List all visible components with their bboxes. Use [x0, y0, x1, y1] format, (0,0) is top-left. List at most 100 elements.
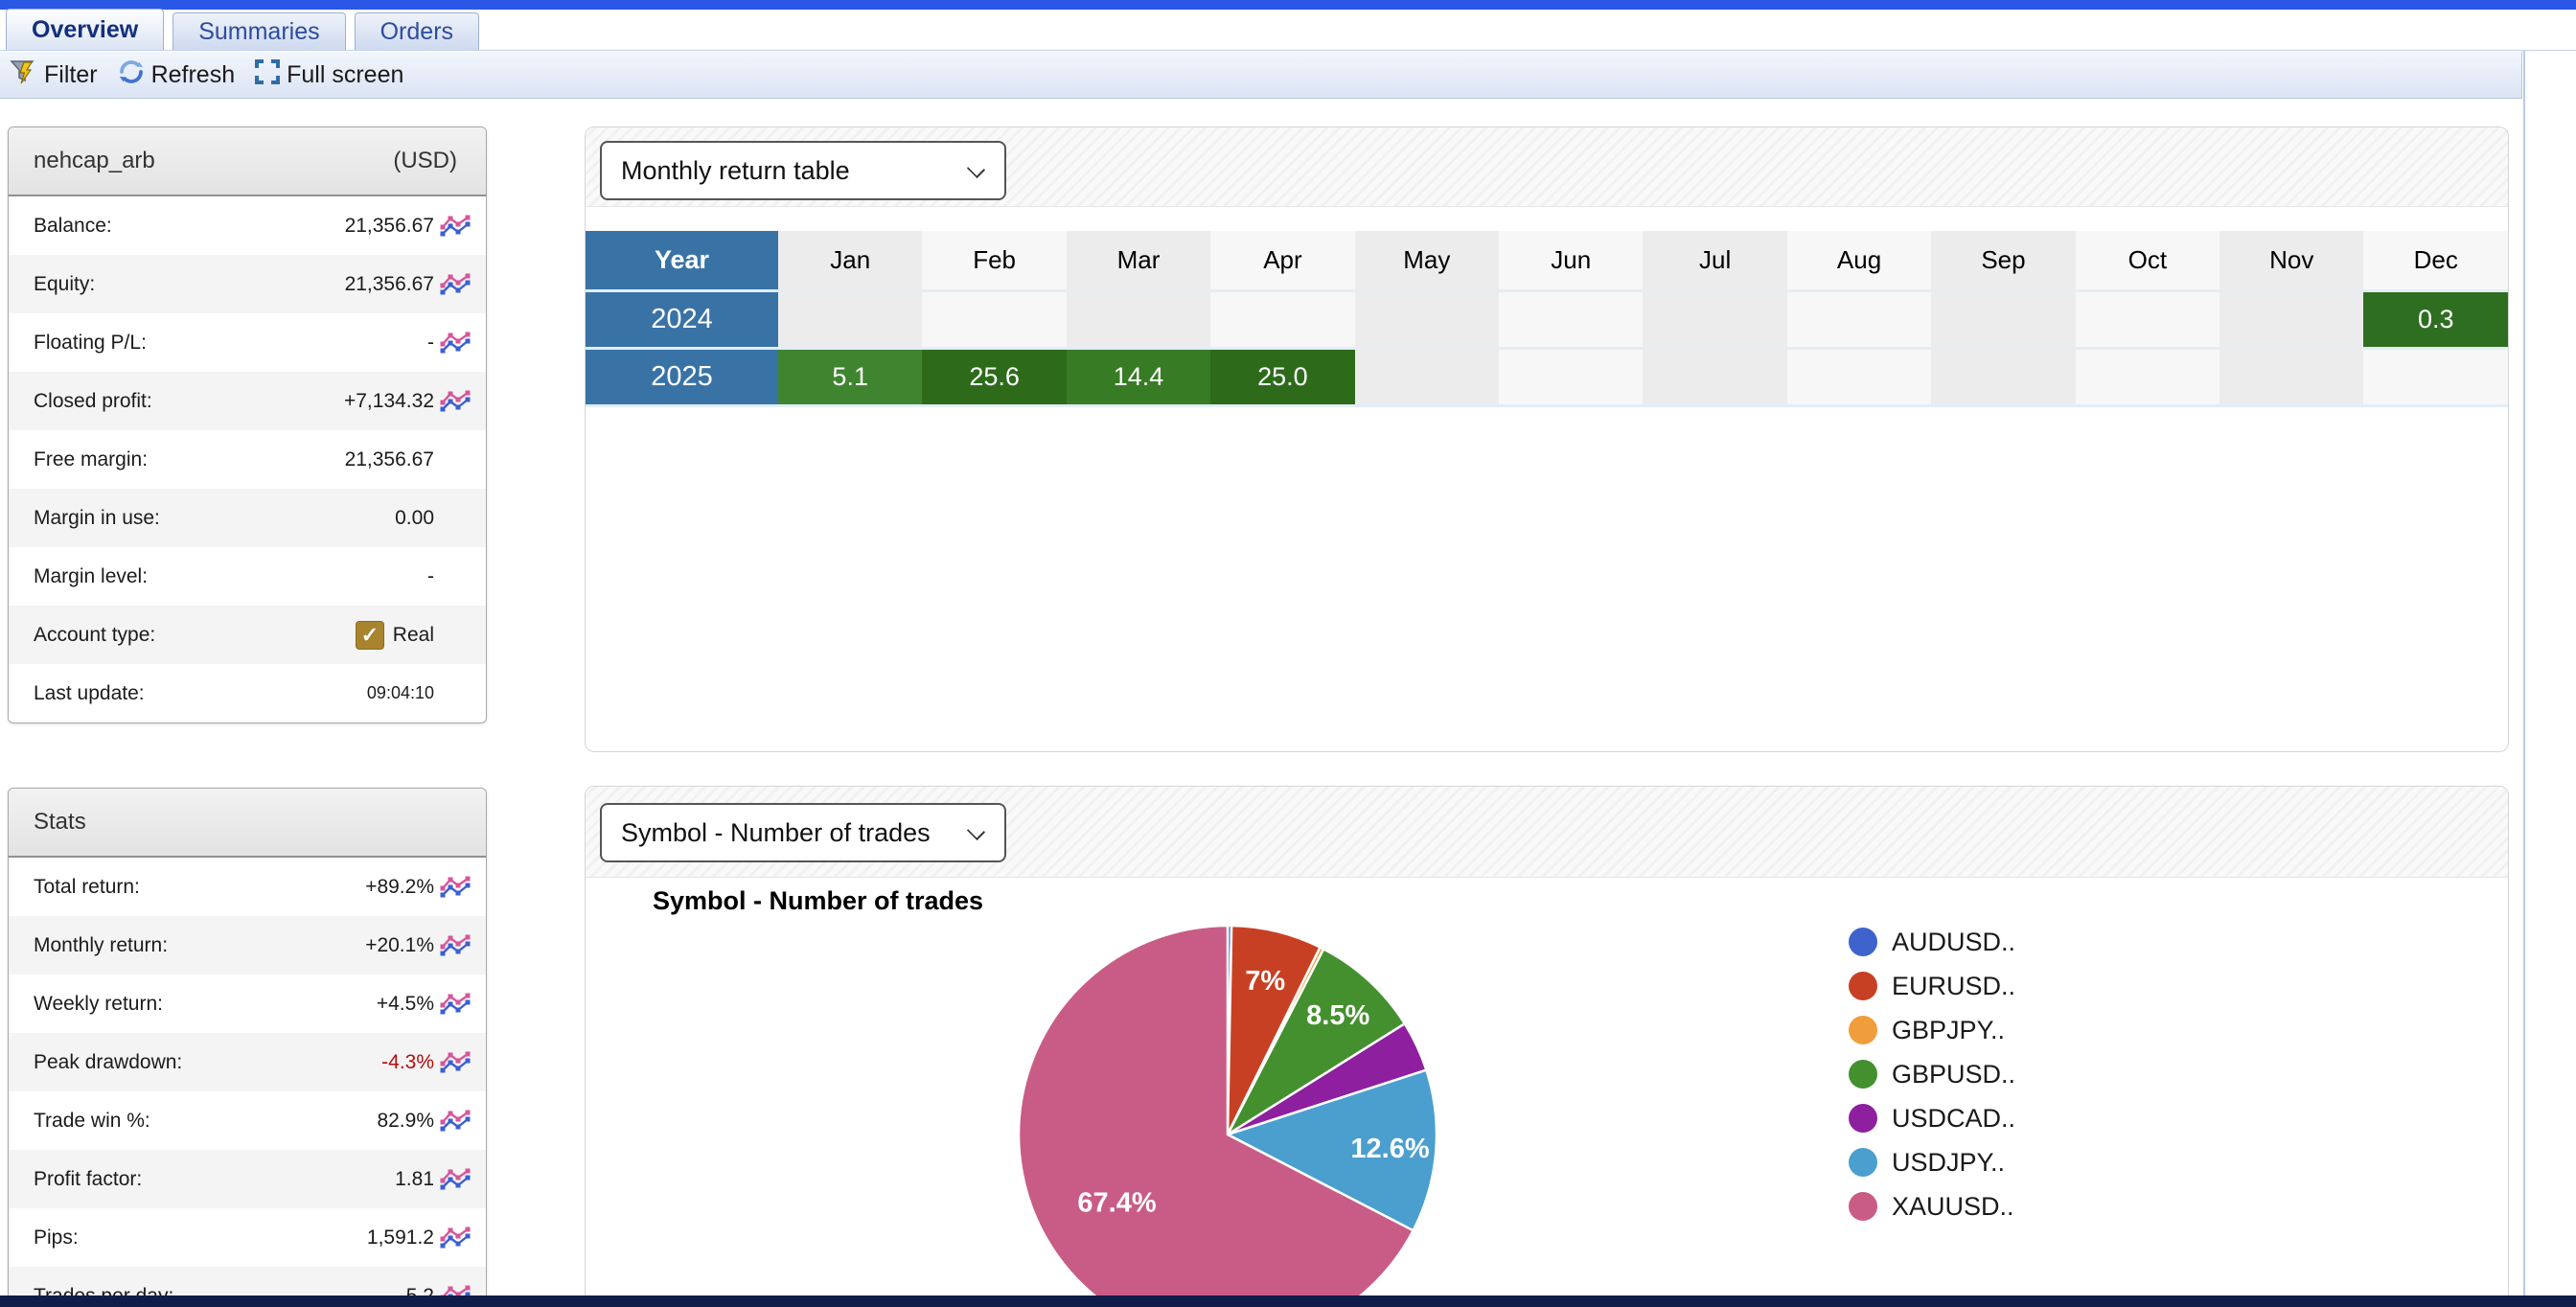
pie-slice-label: 7%: [1245, 966, 1285, 997]
pie-slice-XAUUSD: [1017, 924, 1414, 1306]
account-row-value: ✓ Real: [355, 620, 434, 650]
sparkline-chart-icon[interactable]: [434, 1109, 476, 1134]
month-header-oct: Oct: [2075, 231, 2220, 290]
filter-button[interactable]: Filter: [10, 57, 98, 93]
sparkline-chart-icon[interactable]: [434, 875, 476, 900]
legend-item-GBPJPY: GBPJPY..: [1849, 1016, 2015, 1044]
chart-type-select-pie[interactable]: Symbol - Number of trades: [600, 803, 1006, 862]
month-header-may: May: [1354, 231, 1500, 290]
sparkline-chart-icon[interactable]: [434, 1050, 476, 1075]
account-row-label: Margin in use:: [34, 506, 160, 529]
sparkline-chart-icon[interactable]: [434, 933, 476, 958]
chart-type-select-monthly[interactable]: Monthly return table: [600, 141, 1006, 200]
sparkline-chart-icon[interactable]: [434, 992, 476, 1017]
stats-row: Profit factor: 1.81: [9, 1150, 486, 1208]
symbol-trades-panel: Symbol - Number of trades Symbol - Numbe…: [585, 786, 2509, 1307]
stats-row-label: Total return:: [34, 875, 140, 898]
legend-color-dot: [1849, 972, 1877, 1000]
return-cell-2024-may: [1354, 290, 1500, 348]
stats-row: Monthly return: +20.1%: [9, 916, 486, 975]
account-type-checkbox-icon: ✓: [355, 620, 384, 650]
tab-summaries[interactable]: Summaries: [172, 12, 346, 50]
pie-slice-USDJPY: [1226, 1068, 1438, 1232]
account-row: Balance: 21,356.67: [9, 196, 486, 255]
pie-slice-label: 67.4%: [1077, 1187, 1156, 1218]
return-cell-2024-feb: [922, 290, 1067, 348]
legend-item-GBPUSD: GBPUSD..: [1849, 1060, 2015, 1089]
table-row-2024: 2024 0.3: [586, 290, 2508, 348]
stats-row-value: +4.5%: [376, 992, 434, 1015]
top-accent-bar: [0, 0, 2576, 10]
return-cell-2024-jun: [1499, 290, 1644, 348]
sparkline-chart-icon[interactable]: [434, 272, 476, 297]
filter-icon: [10, 57, 38, 93]
pie-slice-label: 8.5%: [1306, 1000, 1369, 1031]
fullscreen-button[interactable]: Full screen: [254, 58, 403, 92]
stats-row: Pips: 1,591.2: [9, 1208, 486, 1267]
bottom-navy-bar: [0, 1296, 2576, 1307]
stats-row-label: Trade win %:: [34, 1109, 150, 1132]
stats-row-value: 82.9%: [377, 1109, 434, 1132]
month-header-jul: Jul: [1643, 231, 1787, 290]
monthly-return-panel: Monthly return table Year Jan Feb Mar Apr May…: [585, 126, 2509, 752]
refresh-icon: [117, 57, 146, 93]
legend-label: AUDUSD..: [1892, 927, 2016, 956]
return-cell-2025-oct: [2075, 348, 2220, 405]
account-row-value: +7,134.32: [343, 389, 434, 412]
stats-row-label: Weekly return:: [34, 992, 163, 1015]
tab-overview[interactable]: Overview: [6, 9, 165, 50]
stats-row-label: Profit factor:: [34, 1167, 143, 1190]
stats-row: Total return: +89.2%: [9, 858, 486, 916]
month-header-mar: Mar: [1066, 231, 1211, 290]
account-row: Last update: 09:04:10: [9, 664, 486, 722]
sparkline-chart-icon[interactable]: [434, 1226, 476, 1250]
month-header-jan: Jan: [778, 231, 923, 290]
return-cell-2024-dec: 0.3: [2363, 290, 2508, 348]
tab-orders[interactable]: Orders: [354, 12, 480, 50]
legend-label: EURUSD..: [1892, 971, 2016, 1000]
month-header-aug: Aug: [1786, 231, 1932, 290]
monthly-panel-toolbar: Monthly return table: [586, 127, 2508, 207]
month-header-jun: Jun: [1499, 231, 1644, 290]
sparkline-chart-icon[interactable]: [434, 389, 476, 414]
account-summary-panel: nehcap_arb (USD) Balance: 21,356.67 Equit…: [8, 126, 487, 723]
return-cell-2025-may: [1354, 348, 1500, 405]
legend-item-EURUSD: EURUSD..: [1849, 972, 2015, 1000]
return-cell-2025-apr: 25.0: [1210, 348, 1355, 405]
return-cell-2025-mar: 14.4: [1066, 348, 1211, 405]
account-row: Margin level: -: [9, 547, 486, 606]
sparkline-chart-icon[interactable]: [434, 1167, 476, 1192]
account-row: Equity: 21,356.67: [9, 255, 486, 313]
account-row-value: 21,356.67: [344, 214, 434, 237]
return-cell-2024-sep: [1931, 290, 2076, 348]
return-cell-2025-nov: [2220, 348, 2364, 405]
refresh-button[interactable]: Refresh: [117, 57, 235, 93]
account-row: Floating P/L: -: [9, 313, 486, 372]
chart-type-select-pie-value: Symbol - Number of trades: [621, 817, 931, 847]
tab-bar: Overview Summaries Orders: [0, 9, 2576, 51]
stats-row: Weekly return: +4.5%: [9, 975, 486, 1033]
sparkline-chart-icon[interactable]: [434, 331, 476, 355]
account-row: Margin in use: 0.00: [9, 489, 486, 547]
return-cell-2024-apr: [1210, 290, 1355, 348]
legend-color-dot: [1849, 1148, 1877, 1177]
legend-color-dot: [1849, 1060, 1877, 1089]
legend-item-AUDUSD: AUDUSD..: [1849, 928, 2015, 956]
legend-color-dot: [1849, 1016, 1877, 1044]
sparkline-chart-icon[interactable]: [434, 214, 476, 239]
month-header-sep: Sep: [1931, 231, 2076, 290]
account-row-value: 21,356.67: [344, 447, 434, 470]
account-row-value: 0.00: [395, 506, 434, 529]
pie-legend: AUDUSD.. EURUSD.. GBPJPY.. GBPUSD.. USDCAD..…: [1849, 928, 2015, 1221]
account-row-value: -: [427, 564, 434, 587]
month-header-year: Year: [586, 231, 778, 290]
account-row-label: Floating P/L:: [34, 331, 147, 354]
stats-row-label: Pips:: [34, 1226, 79, 1249]
stats-row-value: +89.2%: [365, 875, 434, 898]
legend-color-dot: [1849, 1192, 1877, 1221]
legend-color-dot: [1849, 1104, 1877, 1133]
chart-type-select-monthly-value: Monthly return table: [621, 155, 850, 185]
account-row-label: Margin level:: [34, 564, 149, 587]
year-cell: 2024: [586, 290, 778, 348]
